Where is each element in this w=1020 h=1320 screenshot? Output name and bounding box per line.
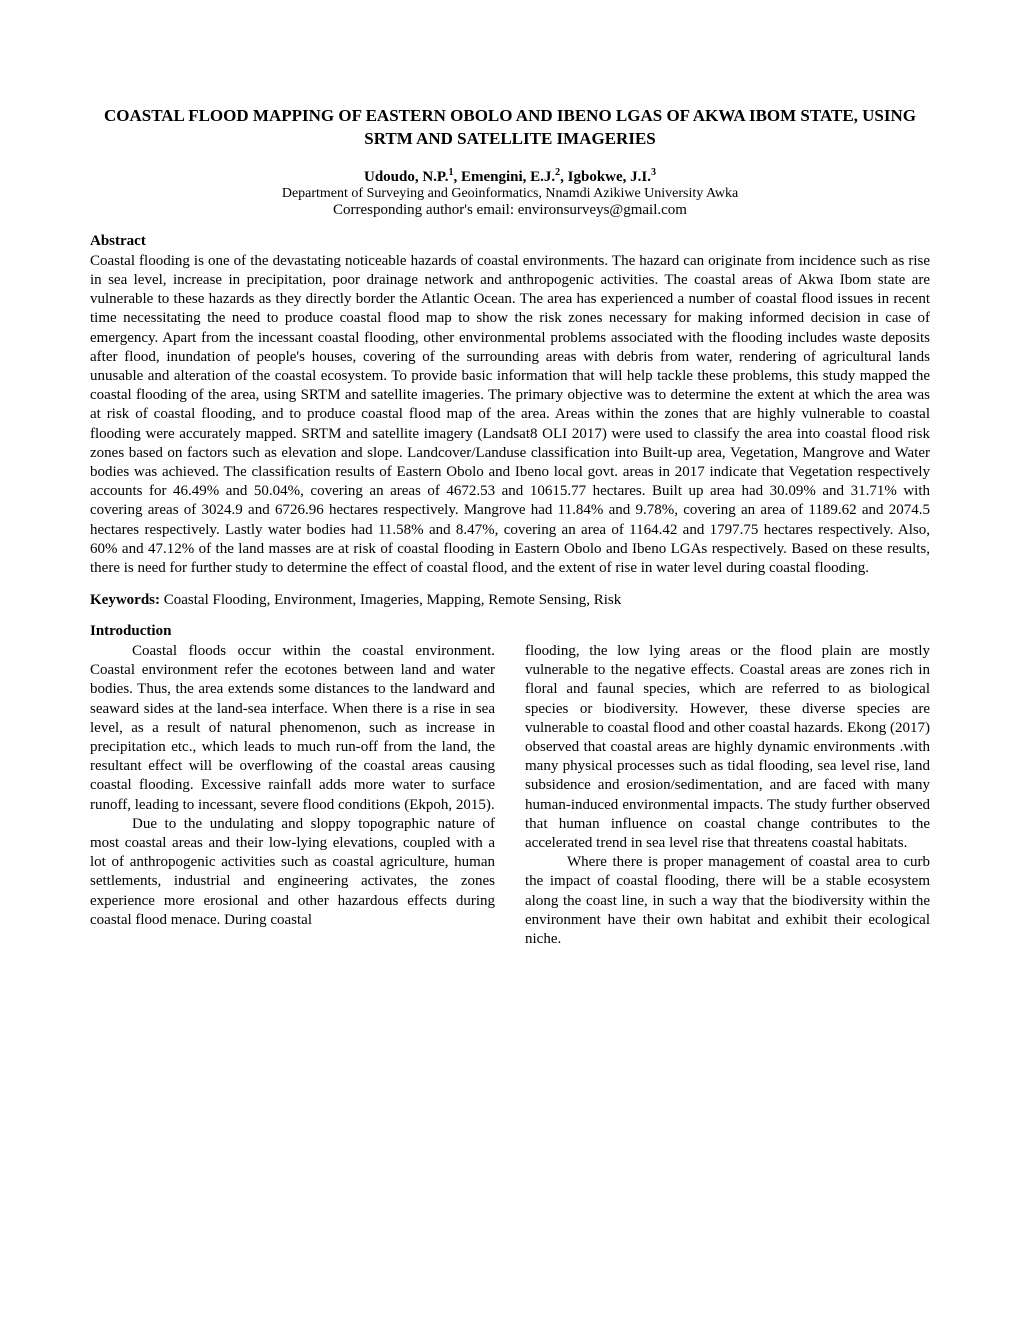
keywords-text: Coastal Flooding, Environment, Imageries…: [164, 592, 621, 608]
keywords-label: Keywords:: [90, 592, 164, 608]
author-3-sup: 3: [651, 167, 656, 178]
right-column: flooding, the low lying areas or the flo…: [525, 642, 930, 949]
affiliation: Department of Surveying and Geoinformati…: [90, 186, 930, 202]
abstract-heading: Abstract: [90, 233, 930, 250]
intro-paragraph-2: Due to the undulating and sloppy topogra…: [90, 815, 495, 930]
left-column: Coastal floods occur within the coastal …: [90, 642, 495, 949]
intro-paragraph-3: Where there is proper management of coas…: [525, 853, 930, 949]
intro-paragraph-2-continued: flooding, the low lying areas or the flo…: [525, 642, 930, 853]
abstract-text: Coastal flooding is one of the devastati…: [90, 252, 930, 578]
author-3: , Igbokwe, J.I.: [560, 169, 651, 185]
keywords-line: Keywords: Coastal Flooding, Environment,…: [90, 592, 930, 609]
two-column-layout: Coastal floods occur within the coastal …: [90, 642, 930, 949]
author-2: , Emengini, E.J.: [453, 169, 555, 185]
intro-paragraph-1: Coastal floods occur within the coastal …: [90, 642, 495, 815]
paper-title: COASTAL FLOOD MAPPING OF EASTERN OBOLO A…: [90, 105, 930, 151]
introduction-heading: Introduction: [90, 623, 930, 640]
paper-authors: Udoudo, N.P.1, Emengini, E.J.2, Igbokwe,…: [90, 167, 930, 186]
corresponding-email: Corresponding author's email: environsur…: [90, 202, 930, 219]
author-1: Udoudo, N.P.: [364, 169, 448, 185]
